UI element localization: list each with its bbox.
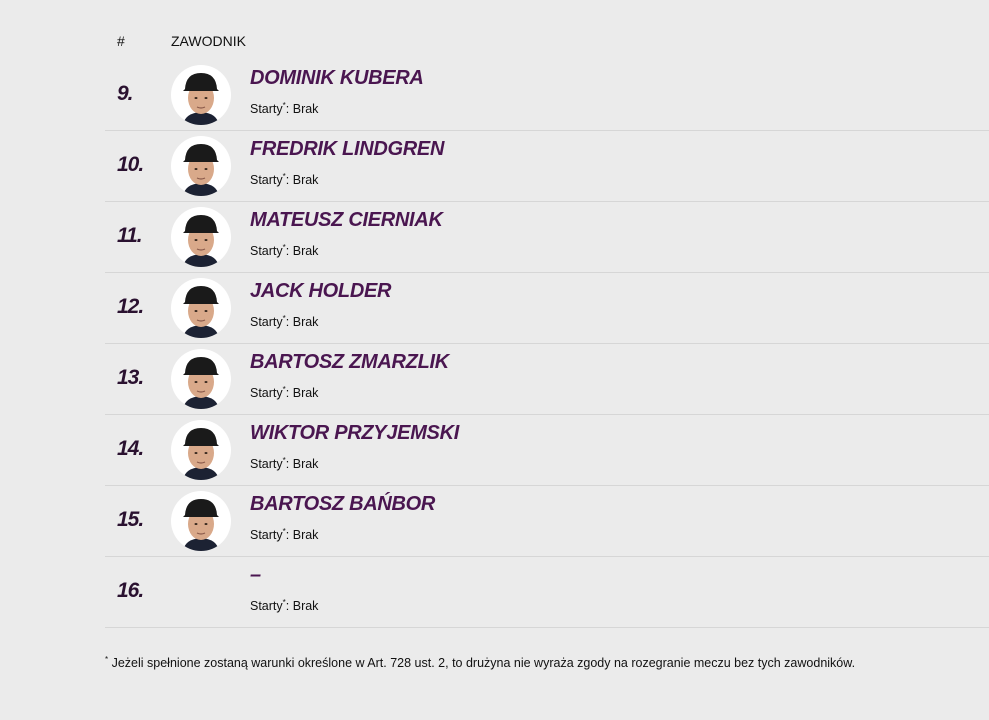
riders-table: # ZAWODNIK 9. DOMINIK KUBERA Starty*: Brak… [105, 0, 989, 628]
rider-row: 14. WIKTOR PRZYJEMSKI Starty*: Brak [105, 415, 989, 486]
rider-number: 10. [117, 153, 144, 176]
rider-starts: Starty*: Brak [250, 101, 319, 117]
rider-starts: Starty*: Brak [250, 385, 319, 401]
rider-name-link[interactable]: FREDRIK LINDGREN [250, 138, 445, 160]
header-rider: ZAWODNIK [171, 33, 246, 49]
rider-number: 13. [117, 366, 144, 389]
header-number: # [117, 33, 125, 49]
rider-row: 9. DOMINIK KUBERA Starty*: Brak [105, 60, 989, 131]
rider-number: 11. [117, 224, 143, 247]
rider-row: 12. JACK HOLDER Starty*: Brak [105, 273, 989, 344]
rider-name-link[interactable]: MATEUSZ CIERNIAK [250, 209, 443, 231]
rider-row: 15. BARTOSZ BAŃBOR Starty*: Brak [105, 486, 989, 557]
rider-avatar [171, 278, 231, 338]
rider-number: 16. [117, 579, 144, 602]
rider-row: 11. MATEUSZ CIERNIAK Starty*: Brak [105, 202, 989, 273]
rider-avatar [171, 65, 231, 125]
rider-starts: Starty*: Brak [250, 314, 319, 330]
rider-row: 13. BARTOSZ ZMARZLIK Starty*: Brak [105, 344, 989, 415]
rider-name-link[interactable]: BARTOSZ ZMARZLIK [250, 351, 449, 373]
table-header: # ZAWODNIK [105, 0, 989, 60]
rider-name-link[interactable]: JACK HOLDER [250, 280, 392, 302]
rider-number: 12. [117, 295, 144, 318]
rider-number: 14. [117, 437, 144, 460]
footnote: * Jeżeli spełnione zostaną warunki okreś… [105, 655, 856, 671]
rider-starts: Starty*: Brak [250, 172, 319, 188]
rider-avatar [171, 349, 231, 409]
rider-starts: Starty*: Brak [250, 598, 319, 614]
rider-name-link[interactable]: DOMINIK KUBERA [250, 67, 424, 89]
rider-avatar [171, 491, 231, 551]
rider-avatar [171, 207, 231, 267]
rider-starts: Starty*: Brak [250, 456, 319, 472]
rider-avatar [171, 420, 231, 480]
rider-name-link[interactable]: BARTOSZ BAŃBOR [250, 493, 436, 515]
rider-row: 10. FREDRIK LINDGREN Starty*: Brak [105, 131, 989, 202]
rider-avatar [171, 136, 231, 196]
rider-number: 15. [117, 508, 144, 531]
rider-starts: Starty*: Brak [250, 527, 319, 543]
rider-name-link[interactable]: WIKTOR PRZYJEMSKI [250, 422, 459, 444]
rider-number: 9. [117, 82, 133, 105]
rider-name-link[interactable]: – [250, 564, 261, 586]
rider-row: 16. – Starty*: Brak [105, 557, 989, 628]
rider-starts: Starty*: Brak [250, 243, 319, 259]
